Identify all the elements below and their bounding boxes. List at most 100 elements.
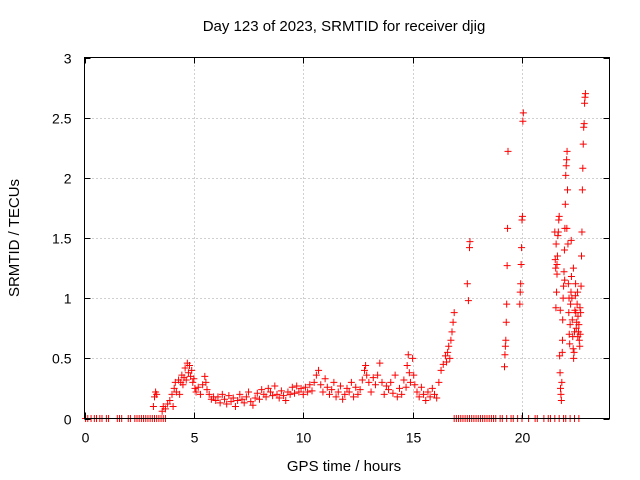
data-point xyxy=(166,396,174,404)
data-point xyxy=(411,381,419,389)
data-point xyxy=(153,390,161,398)
data-point xyxy=(212,396,220,404)
data-point xyxy=(571,292,579,300)
data-point xyxy=(315,366,323,374)
data-point xyxy=(161,405,169,413)
data-point xyxy=(422,396,430,404)
data-point xyxy=(256,395,263,403)
data-point xyxy=(301,383,309,391)
data-point xyxy=(516,300,524,308)
data-point xyxy=(551,228,559,236)
data-point xyxy=(194,383,202,391)
data-point xyxy=(387,378,395,386)
data-point xyxy=(572,280,580,288)
data-point xyxy=(321,375,329,383)
data-point xyxy=(240,399,248,407)
data-point xyxy=(354,390,362,398)
data-point xyxy=(188,366,196,374)
data-points xyxy=(82,90,589,422)
data-point xyxy=(189,378,197,386)
y-axis-label: SRMTID / TECUs xyxy=(6,179,23,297)
data-point xyxy=(443,358,451,366)
data-point xyxy=(551,256,559,264)
data-point xyxy=(502,318,510,326)
data-point xyxy=(312,371,320,379)
data-point xyxy=(190,375,198,383)
data-point xyxy=(564,186,571,194)
data-point xyxy=(182,376,190,384)
data-point xyxy=(323,383,331,391)
data-point xyxy=(559,316,567,324)
data-point xyxy=(556,352,564,360)
data-point xyxy=(415,393,423,401)
data-point xyxy=(218,390,226,398)
data-point xyxy=(271,382,279,390)
data-point xyxy=(192,388,200,396)
data-point xyxy=(403,362,411,370)
data-point xyxy=(517,260,525,268)
data-point xyxy=(214,393,222,401)
data-point xyxy=(578,228,586,236)
data-point xyxy=(555,212,563,220)
data-point xyxy=(332,393,340,401)
data-point xyxy=(577,309,585,317)
data-point xyxy=(169,402,177,410)
data-point xyxy=(336,382,344,390)
data-point xyxy=(181,364,189,372)
data-point xyxy=(561,200,569,208)
data-point xyxy=(560,282,568,290)
data-point xyxy=(444,348,452,356)
data-point xyxy=(552,240,560,248)
data-point xyxy=(574,288,582,296)
data-point xyxy=(345,388,353,396)
data-point xyxy=(299,390,307,398)
data-point xyxy=(567,288,575,296)
data-point xyxy=(570,354,578,362)
data-point xyxy=(559,294,567,302)
data-point xyxy=(410,371,418,379)
data-point xyxy=(238,395,246,403)
data-point xyxy=(558,348,566,356)
data-point xyxy=(380,390,388,398)
data-point xyxy=(553,252,561,260)
data-point xyxy=(247,398,255,406)
chart-title: Day 123 of 2023, SRMTID for receiver dji… xyxy=(203,18,486,35)
data-point xyxy=(553,260,561,268)
data-point xyxy=(580,120,588,128)
data-point xyxy=(565,309,573,317)
data-point xyxy=(557,390,565,398)
x-tick-label: 5 xyxy=(191,430,199,446)
data-point xyxy=(378,378,386,386)
data-point xyxy=(170,384,178,392)
data-point xyxy=(572,324,580,332)
data-point xyxy=(223,400,231,408)
data-point xyxy=(503,262,511,270)
data-point xyxy=(516,288,524,296)
data-point xyxy=(369,374,377,382)
plot-frame xyxy=(84,57,610,419)
data-point xyxy=(398,390,406,398)
data-point xyxy=(389,389,397,397)
data-point xyxy=(168,390,176,398)
data-point xyxy=(569,345,577,353)
data-point xyxy=(295,388,303,396)
data-point xyxy=(404,351,412,359)
data-point xyxy=(437,366,445,374)
data-point xyxy=(575,336,583,344)
data-point xyxy=(258,386,266,394)
data-point xyxy=(334,388,342,396)
data-point xyxy=(406,378,414,386)
data-point xyxy=(567,273,575,281)
data-point xyxy=(328,386,336,394)
data-point xyxy=(552,264,560,272)
data-point xyxy=(262,393,270,401)
data-point xyxy=(385,386,393,394)
data-point xyxy=(293,382,301,390)
data-point xyxy=(450,309,458,317)
data-point xyxy=(576,304,584,312)
data-point xyxy=(557,384,564,392)
data-point xyxy=(568,316,576,324)
data-point xyxy=(306,381,314,389)
data-point xyxy=(391,371,399,379)
